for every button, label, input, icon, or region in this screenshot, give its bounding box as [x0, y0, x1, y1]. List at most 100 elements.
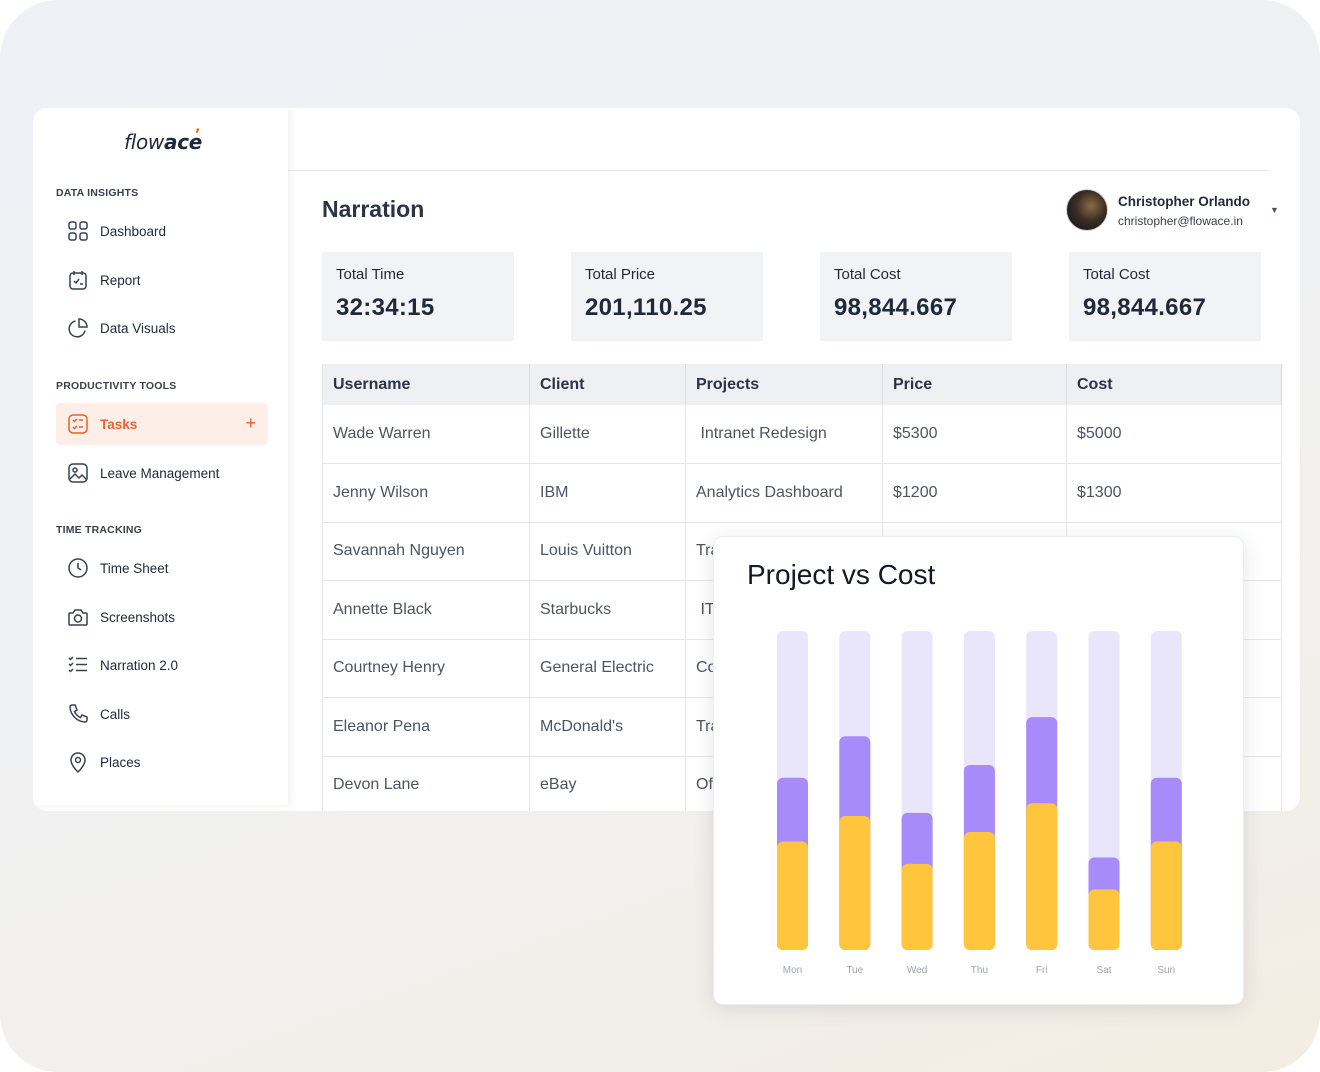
sidebar-item-tasks[interactable]: Tasks +	[56, 403, 268, 445]
sidebar-item-screenshots[interactable]: Screenshots	[56, 596, 268, 638]
table-cell-projects: Analytics Dashboard	[685, 463, 883, 523]
sidebar-item-places[interactable]: Places	[56, 741, 268, 783]
sidebar-item-label: Tasks	[100, 416, 138, 432]
stat-value: 32:34:15	[336, 294, 435, 321]
sidebar-item-label: Screenshots	[100, 609, 176, 625]
checklist-icon	[66, 653, 90, 677]
table-cell-client: McDonald's	[529, 697, 686, 757]
section-label-data-insights: DATA INSIGHTS	[56, 187, 139, 199]
table-cell-client: Gillette	[529, 405, 686, 464]
narration-table: Username Client Projects Price Cost Wade…	[322, 364, 1282, 811]
project-vs-cost-chart: Project vs Cost Mon Tue Wed Thu Fri Sat Sun	[713, 536, 1244, 1005]
chart-svg: Mon Tue Wed Thu Fri Sat Sun	[777, 631, 1182, 976]
sidebar-item-calls[interactable]: Calls	[56, 693, 268, 735]
grid-icon	[66, 219, 90, 243]
table-cell-username: Jenny Wilson	[322, 463, 530, 523]
sidebar-item-dashboard[interactable]: Dashboard	[56, 210, 268, 252]
flowace-logo[interactable]: flowace ’	[124, 127, 203, 154]
section-label-time-tracking: TIME TRACKING	[56, 524, 143, 536]
sidebar-item-label: Leave Management	[100, 465, 220, 481]
x-tick-label: Sun	[1157, 965, 1175, 976]
column-header-projects[interactable]: Projects	[685, 364, 883, 405]
user-email: christopher@flowace.in	[1118, 214, 1243, 228]
stat-label: Total Cost	[834, 266, 901, 283]
stat-label: Total Time	[336, 266, 405, 283]
column-header-cost[interactable]: Cost	[1066, 364, 1282, 405]
x-tick-label: Mon	[783, 965, 802, 976]
logo-mark-icon: ’	[195, 127, 201, 143]
sidebar-item-time-sheet[interactable]: Time Sheet	[56, 547, 268, 589]
sidebar-item-label: Time Sheet	[100, 560, 169, 576]
column-header-client[interactable]: Client	[529, 364, 686, 405]
sidebar-item-report[interactable]: Report	[56, 259, 268, 301]
report-icon	[66, 268, 90, 292]
table-cell-price: $5300	[882, 405, 1067, 464]
table-cell-username: Wade Warren	[322, 405, 530, 464]
app-window: flowace ’ DATA INSIGHTS Dashboard Report…	[33, 108, 1300, 811]
table-cell-username: Courtney Henry	[322, 639, 530, 698]
bar-segment-0-sun[interactable]	[1150, 841, 1182, 950]
stat-card-total-cost: Total Cost 98,844.667	[820, 252, 1012, 341]
table-cell-client: General Electric	[529, 639, 686, 698]
bar-segment-0-thu[interactable]	[963, 831, 995, 950]
image-icon	[66, 461, 90, 485]
x-tick-label: Sat	[1096, 965, 1111, 976]
stat-card-total-time: Total Time 32:34:15	[322, 252, 514, 341]
avatar	[1066, 189, 1108, 231]
bar-segment-0-mon[interactable]	[777, 841, 808, 950]
table-cell-username: Annette Black	[322, 580, 530, 640]
stat-label: Total Price	[585, 266, 656, 283]
sidebar-item-narration[interactable]: Narration 2.0	[56, 644, 268, 686]
table-cell-cost: $1300	[1066, 463, 1282, 523]
sidebar-item-leave-management[interactable]: Leave Management	[56, 452, 268, 494]
column-header-price[interactable]: Price	[882, 364, 1067, 405]
table-row[interactable]: Jenny Wilson IBM Analytics Dashboard $1200 $…	[322, 463, 1282, 523]
chevron-down-icon[interactable]: ▼	[1270, 205, 1279, 215]
table-cell-cost: $5000	[1066, 405, 1282, 464]
bar-segment-0-tue[interactable]	[839, 816, 871, 950]
sidebar-item-label: Data Visuals	[100, 320, 176, 336]
table-cell-client: IBM	[529, 463, 686, 523]
tasks-icon	[66, 412, 90, 436]
stat-value: 98,844.667	[834, 294, 958, 321]
stat-label: Total Cost	[1083, 266, 1150, 283]
table-cell-projects: Intranet Redesign	[685, 405, 883, 464]
table-cell-username: Devon Lane	[322, 756, 530, 811]
add-task-icon[interactable]: +	[245, 413, 256, 433]
location-pin-icon	[66, 750, 90, 774]
table-cell-client: Louis Vuitton	[529, 522, 686, 581]
stat-value: 98,844.667	[1083, 294, 1207, 321]
sidebar-item-label: Report	[100, 272, 141, 288]
sidebar-item-label: Narration 2.0	[100, 657, 179, 673]
header-divider	[288, 170, 1268, 171]
stat-card-total-cost-2: Total Cost 98,844.667	[1069, 252, 1261, 341]
stat-value: 201,110.25	[585, 294, 707, 321]
page-title: Narration	[322, 196, 425, 222]
section-label-productivity-tools: PRODUCTIVITY TOOLS	[56, 380, 177, 392]
sidebar-item-data-visuals[interactable]: Data Visuals	[56, 307, 268, 349]
table-cell-username: Eleanor Pena	[322, 697, 530, 757]
sidebar-item-label: Places	[100, 754, 141, 770]
camera-icon	[66, 605, 90, 629]
sidebar-item-label: Dashboard	[100, 223, 167, 239]
table-cell-client: eBay	[529, 756, 686, 811]
clock-icon	[66, 556, 90, 580]
table-row[interactable]: Wade Warren Gillette Intranet Redesign $53…	[322, 405, 1282, 464]
sidebar: flowace ’ DATA INSIGHTS Dashboard Report…	[33, 108, 288, 805]
column-header-username[interactable]: Username	[322, 364, 530, 405]
x-tick-label: Thu	[971, 965, 988, 976]
bar-segment-0-fri[interactable]	[1026, 803, 1058, 950]
x-tick-label: Fri	[1036, 965, 1048, 976]
bar-segment-0-wed[interactable]	[901, 863, 933, 950]
stat-card-total-price: Total Price 201,110.25	[571, 252, 763, 341]
table-cell-username: Savannah Nguyen	[322, 522, 530, 581]
chart-title: Project vs Cost	[747, 559, 936, 590]
user-menu[interactable]: Christopher Orlando christopher@flowace.…	[1066, 188, 1279, 232]
pie-chart-icon	[66, 316, 90, 340]
phone-icon	[66, 702, 90, 726]
x-tick-label: Wed	[907, 965, 927, 976]
table-header-row: Username Client Projects Price Cost	[322, 364, 1282, 405]
table-cell-price: $1200	[882, 463, 1067, 523]
bar-segment-0-sat[interactable]	[1088, 889, 1120, 950]
user-name: Christopher Orlando	[1118, 194, 1251, 209]
